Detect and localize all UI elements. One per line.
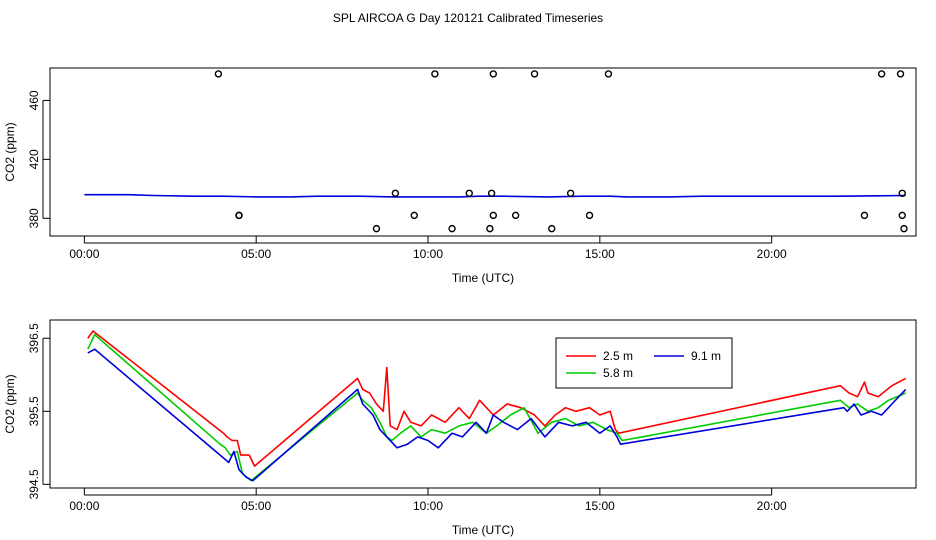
bot-y-tick-label: 396.5: [27, 323, 41, 353]
top-x-tick-label: 15:00: [585, 247, 615, 261]
top-data-point: [410, 211, 418, 220]
bot-series-2-5-m: [87, 330, 907, 467]
bottom-x-axis-label: Time (UTC): [452, 523, 514, 537]
top-data-point: [896, 70, 905, 78]
top-data-point: [566, 189, 575, 197]
bottom-x-axis: 00:00 05:00 10:00 15:00 20:00: [69, 488, 787, 513]
legend-box: [555, 337, 733, 389]
legend-label-5-8m: 5.8 m: [603, 366, 633, 380]
bot-y-tick-label: 395.5: [27, 396, 41, 426]
top-points-layer: [214, 70, 908, 233]
top-y-tick-label: 460: [27, 90, 41, 110]
top-x-tick-label: 00:00: [69, 247, 99, 261]
top-series-calibrated: [84, 193, 906, 198]
top-data-point: [900, 224, 908, 233]
top-series-layer: [84, 193, 906, 198]
bottom-series-layer: [87, 330, 907, 482]
top-data-point: [860, 211, 869, 220]
top-data-point: [465, 189, 473, 197]
top-data-point: [530, 70, 539, 78]
top-data-point: [548, 224, 556, 233]
bot-x-tick-label: 10:00: [413, 499, 443, 513]
top-panel: 00:00 05:00 10:00 15:00 20:00 380 420 460 Time…: [3, 67, 917, 285]
top-x-tick-label: 20:00: [757, 247, 787, 261]
top-data-point: [511, 211, 520, 220]
top-y-axis-label: CO2 (ppm): [3, 122, 17, 181]
top-data-point: [898, 189, 906, 197]
top-y-tick-label: 420: [27, 149, 41, 169]
top-data-point: [604, 70, 613, 78]
top-x-axis-label: Time (UTC): [452, 271, 514, 285]
top-plot-frame: [49, 67, 917, 237]
top-data-point: [487, 189, 496, 197]
figure-title: SPL AIRCOA G Day 120121 Calibrated Times…: [333, 11, 603, 25]
top-data-point: [391, 189, 400, 197]
bot-x-tick-label: 05:00: [241, 499, 271, 513]
bottom-y-axis-label: CO2 (ppm): [3, 374, 17, 433]
bottom-y-axis: 394.5 395.5 396.5: [27, 323, 50, 499]
top-data-point: [372, 224, 381, 233]
top-data-point: [489, 211, 498, 220]
bot-series-5-8-m: [87, 333, 907, 482]
top-data-point: [235, 211, 243, 220]
legend: 2.5 m 5.8 m 9.1 m: [555, 337, 733, 389]
bot-x-tick-label: 20:00: [757, 499, 787, 513]
top-data-point: [486, 224, 494, 233]
top-data-point: [489, 70, 498, 78]
top-data-point: [877, 70, 886, 78]
bot-series-9-1-m: [87, 348, 907, 482]
top-data-point: [431, 70, 439, 78]
bot-y-tick-label: 394.5: [27, 469, 41, 499]
bot-x-tick-label: 15:00: [585, 499, 615, 513]
top-data-point: [214, 70, 223, 78]
legend-label-9-1m: 9.1 m: [691, 349, 721, 363]
top-x-tick-label: 10:00: [413, 247, 443, 261]
top-data-point: [585, 211, 594, 220]
bottom-panel: 00:00 05:00 10:00 15:00 20:00 394.5 395.5 396.…: [3, 319, 917, 537]
top-data-point: [898, 211, 906, 220]
top-x-tick-label: 05:00: [241, 247, 271, 261]
legend-label-2-5m: 2.5 m: [603, 349, 633, 363]
bot-x-tick-label: 00:00: [69, 499, 99, 513]
top-y-axis: 380 420 460: [27, 90, 50, 228]
top-y-tick-label: 380: [27, 208, 41, 228]
top-x-axis: 00:00 05:00 10:00 15:00 20:00: [69, 236, 787, 261]
bottom-plot-frame: [49, 319, 917, 489]
top-data-point: [448, 224, 456, 233]
